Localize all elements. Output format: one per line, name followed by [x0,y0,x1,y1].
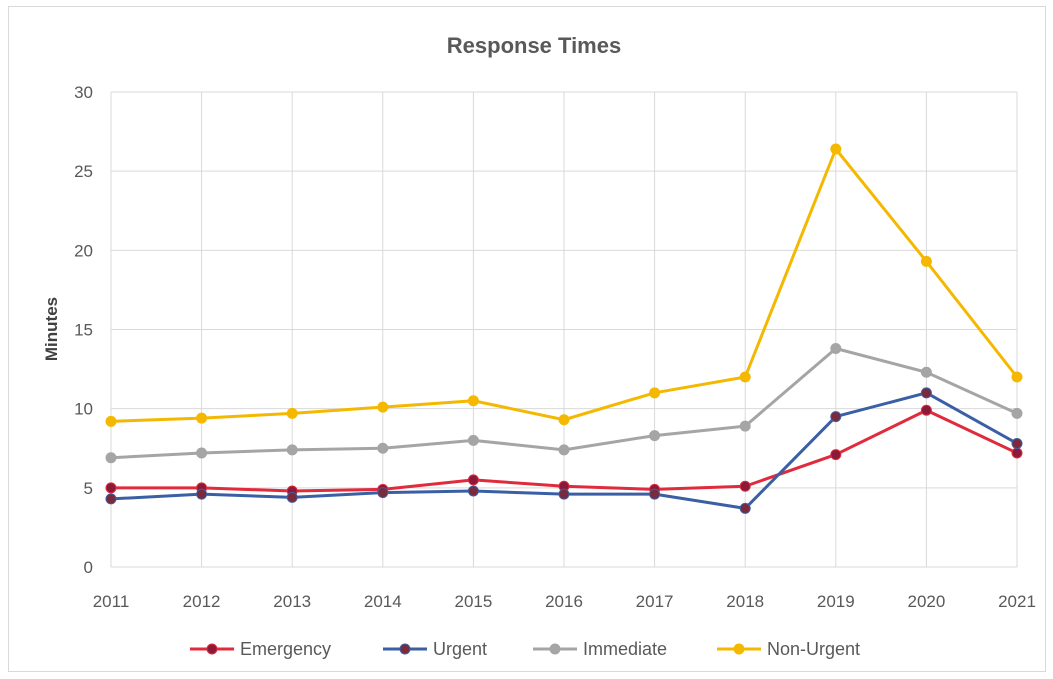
series-immediate [105,343,1023,464]
y-axis-ticks: 0 5 10 15 20 25 30 [74,83,93,577]
x-tick-label: 2016 [545,592,583,611]
legend-label: Immediate [583,639,667,659]
x-axis-ticks: 2011 2012 2013 2014 2015 2016 2017 2018 2019 2020… [93,592,1036,611]
data-point [920,366,932,378]
data-point [920,387,932,399]
data-point [377,401,389,413]
y-tick-label: 20 [74,241,93,260]
legend-marker [733,643,745,655]
x-tick-label: 2018 [726,592,764,611]
legend-label: Urgent [433,639,487,659]
x-tick-label: 2011 [93,592,130,611]
data-point [286,407,298,419]
data-point [920,404,932,416]
y-tick-label: 10 [74,400,93,419]
data-point [377,487,389,499]
data-point [196,488,208,500]
data-point [558,414,570,426]
data-point [286,491,298,503]
data-point [920,255,932,267]
data-point [649,387,661,399]
x-tick-label: 2020 [907,592,945,611]
chart-title: Response Times [447,33,621,58]
data-point [558,488,570,500]
x-tick-label: 2019 [817,592,855,611]
legend-item: Non-Urgent [717,639,860,659]
x-tick-label: 2015 [454,592,492,611]
legend-marker [206,643,218,655]
data-point [286,444,298,456]
data-point [830,343,842,354]
legend-marker [399,643,411,655]
series-lines [105,143,1023,514]
data-point [105,482,117,494]
y-tick-label: 0 [84,558,93,577]
data-point [196,412,208,424]
legend-label: Emergency [240,639,331,659]
legend-item: Emergency [190,639,331,659]
data-point [830,143,842,155]
x-tick-label: 2017 [636,592,674,611]
x-tick-label: 2014 [364,592,402,611]
data-point [830,449,842,461]
data-point [196,447,208,459]
data-point [105,493,117,505]
data-point [649,488,661,500]
legend-item: Immediate [533,639,667,659]
data-point [739,502,751,514]
gridlines [110,91,1018,568]
data-point [377,442,389,454]
data-point [1011,447,1023,459]
y-axis-label: Minutes [42,297,61,361]
x-tick-label: 2021 [998,592,1036,611]
data-point [1011,371,1023,383]
data-point [649,430,661,442]
y-tick-label: 30 [74,83,93,102]
chart-frame [8,6,1046,672]
series-urgent [105,387,1023,514]
data-point [739,480,751,492]
data-point [467,395,479,407]
y-tick-label: 15 [74,321,93,340]
data-point [467,434,479,446]
data-point [739,420,751,432]
data-point [105,415,117,427]
x-tick-label: 2012 [183,592,221,611]
y-tick-label: 25 [74,162,93,181]
data-point [830,411,842,423]
data-point [105,452,117,464]
data-point [1011,438,1023,449]
data-point [1011,407,1023,419]
legend: Emergency Urgent Immediate Non-Urgent [190,639,860,659]
data-point [467,474,479,486]
legend-marker [549,643,561,655]
legend-label: Non-Urgent [767,639,860,659]
x-tick-label: 2013 [273,592,311,611]
y-tick-label: 5 [84,479,93,498]
data-point [467,485,479,497]
data-point [558,444,570,456]
legend-item: Urgent [383,639,487,659]
series-non-urgent [105,143,1023,427]
data-point [739,371,751,383]
